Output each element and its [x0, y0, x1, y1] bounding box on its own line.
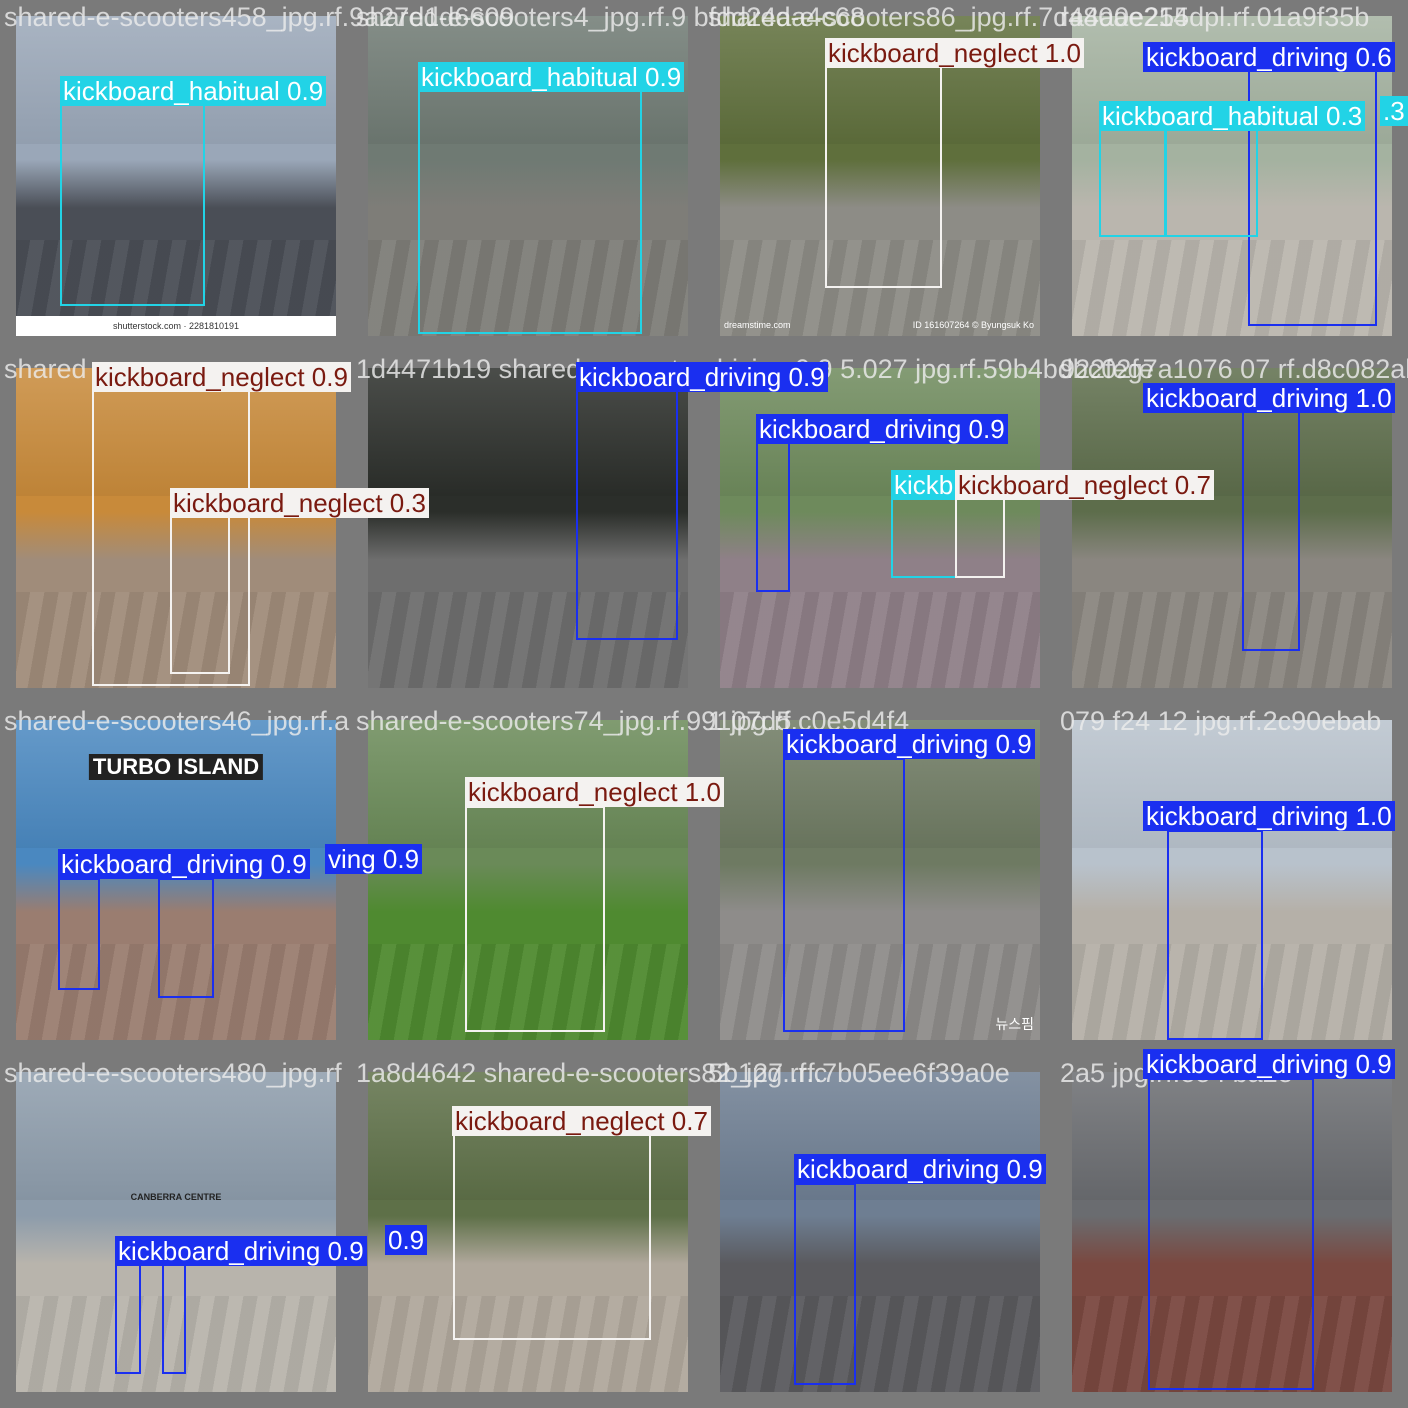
detection-label-neglect: kickboard_neglect 1.0 — [465, 777, 724, 807]
watermark-left: dreamstime.com — [724, 320, 791, 330]
detection-box-driving — [794, 1183, 856, 1385]
scene-ground — [720, 1296, 1040, 1392]
detection-label-habitual: kickboard_habitual 0.9 — [418, 62, 685, 92]
detection-box-habitual — [1165, 129, 1258, 237]
result-tile: shared-e-scooters74_jpg.rf.99107d5 kickbo… — [352, 704, 791, 1056]
result-tile: driving 0.9 5.027 jpg.rf.59b4bdbc02fe kic… — [704, 352, 1214, 704]
detection-label-neglect: kickboard_neglect 1.0 — [825, 38, 1084, 68]
watermark-right: 뉴스핌 — [995, 1016, 1034, 1032]
scene-ground — [1072, 1296, 1392, 1392]
detection-label-driving: kickboard_driving 1.0 — [1143, 801, 1395, 831]
scene-photo: TURBO ISLAND — [16, 720, 336, 1040]
scene-photo — [1072, 720, 1392, 1040]
result-tile: shared kickboard_neglect 0.9 kickboard_neg… — [0, 352, 429, 704]
scene-background — [16, 1072, 336, 1200]
detection-box-neglect — [170, 516, 230, 674]
detection-label-habitual: kickboard_habitual 0.3 — [1099, 101, 1366, 131]
detection-label-neglect: kickboard_neglect 0.7 — [452, 1106, 711, 1136]
detection-label-driving: kickboard_driving 1.0 — [1143, 383, 1395, 413]
result-tile: shared-e-scooters4_jpg.rf.9 bfdd24aa4c68… — [352, 0, 865, 352]
detection-label-driving: kickboard_driving 0.9 — [756, 414, 1008, 444]
result-tile: 뉴스핌 1 jpg.rf.c0e5d4f4 kickboard_driving 0.… — [704, 704, 1056, 1056]
detection-box-neglect — [465, 806, 605, 1032]
stock-caption: shutterstock.com · 2281810191 — [16, 316, 336, 336]
scene-ground — [368, 240, 688, 336]
detection-box-habitual — [60, 104, 205, 306]
detection-box-driving — [576, 390, 678, 640]
scene-photo — [1072, 368, 1392, 688]
scene-ground — [720, 240, 1040, 336]
scene-photo: dreamstime.com ID 161607264 © Byungsuk Ko — [720, 16, 1040, 336]
result-tile: 2a5 jpg.rf.ee f ba2ekickboard_driving 0.… — [1056, 1049, 1408, 1408]
scene-ground — [368, 1296, 688, 1392]
scene-ground — [720, 944, 1040, 1040]
detection-label-driving: 0.9 — [385, 1225, 428, 1255]
detection-box-driving — [58, 878, 100, 990]
scene-photo — [368, 720, 688, 1040]
scene-ground — [368, 944, 688, 1040]
detection-box-driving — [1242, 410, 1300, 651]
scene-ground — [1072, 944, 1392, 1040]
scene-ground — [368, 592, 688, 688]
detection-label-neglect: kickboard_neglect 0.3 — [170, 488, 429, 518]
result-tile: TURBO ISLAND shared-e-scooters46_jpg.rf.a… — [0, 704, 423, 1056]
detection-box-driving — [783, 758, 905, 1032]
detection-label-habitual: .3 — [1380, 96, 1408, 126]
detection-box-habitual — [1099, 129, 1166, 237]
detection-box-neglect — [453, 1134, 651, 1340]
detection-label-driving: kickboard_driving 0.9 — [1143, 1049, 1395, 1079]
scene-ground — [1072, 592, 1392, 688]
detection-label-habitual: kickboard_habitual 0.9 — [60, 76, 327, 106]
detection-box-habitual — [418, 90, 642, 334]
detection-label-habitual: kickb — [891, 470, 957, 500]
detection-label-driving: kickboard_driving 0.9 — [58, 849, 310, 879]
detection-box-neglect — [825, 66, 942, 288]
detection-box-driving — [115, 1264, 141, 1374]
result-tile: 079 f24 12 jpg.rf.2c90ebab kickboard_driv… — [1056, 704, 1408, 1056]
detection-label-driving: ving 0.9 — [325, 844, 423, 874]
detection-label-driving: kickboard_driving 0.9 — [115, 1236, 367, 1266]
result-tile: 922feg7a1076 07 rf.d8c082ab kickboard_dri… — [1056, 352, 1408, 704]
watermark-right: ID 161607264 © Byungsuk Ko — [912, 320, 1034, 330]
scene-photo — [1072, 1072, 1392, 1392]
scene-photo: 뉴스핌 — [720, 720, 1040, 1040]
scene-ground — [16, 944, 336, 1040]
scene-ground — [16, 1296, 336, 1392]
detection-box-driving — [756, 441, 790, 592]
scene-background — [16, 720, 336, 848]
result-tile: 5b127 .rf.7b05ee6f39a0e kickboard_driving… — [704, 1056, 1056, 1408]
detection-box-driving — [1167, 830, 1263, 1040]
result-tile: ra4a0e255dpl.rf.01a9f35b kickboard_drivin… — [1056, 0, 1408, 352]
result-tile: CANBERRA CENTRE shared-e-scooters480_jpg.… — [0, 1056, 428, 1408]
detection-box-driving — [1148, 1078, 1314, 1390]
detection-label-driving: kickboard_driving 0.6 — [1143, 42, 1395, 72]
detection-label-driving: kickboard_driving 0.9 — [794, 1154, 1046, 1184]
detection-label-neglect: kickboard_neglect 0.7 — [955, 470, 1214, 500]
scene-ground — [1072, 240, 1392, 336]
scene-photo — [368, 368, 688, 688]
scene-background — [720, 16, 1040, 144]
scene-photo: CANBERRA CENTRE — [16, 1072, 336, 1392]
result-tile: dreamstime.com ID 161607264 © Byungsuk Ko… — [704, 0, 1188, 352]
detection-label-driving: kickboard_driving 0.9 — [783, 729, 1035, 759]
scene-ground — [720, 592, 1040, 688]
detection-label-neglect: kickboard_neglect 0.9 — [92, 362, 351, 392]
detection-box-habitual — [891, 496, 957, 578]
detection-box-driving — [158, 878, 214, 998]
scene-background — [1072, 1072, 1392, 1200]
scene-photo — [720, 1072, 1040, 1392]
detection-box-neglect — [955, 496, 1005, 578]
detection-label-driving: kickboard_driving 0.9 — [576, 362, 828, 392]
scene-background — [368, 1072, 688, 1200]
building-sign: CANBERRA CENTRE — [130, 1192, 222, 1202]
result-tile: 1d4471b19 shared-e-scooters kickboard_dri… — [352, 352, 828, 704]
result-tile: shutterstock.com · 2281810191 shared-e-sc… — [0, 0, 514, 352]
building-sign: TURBO ISLAND — [88, 754, 264, 780]
